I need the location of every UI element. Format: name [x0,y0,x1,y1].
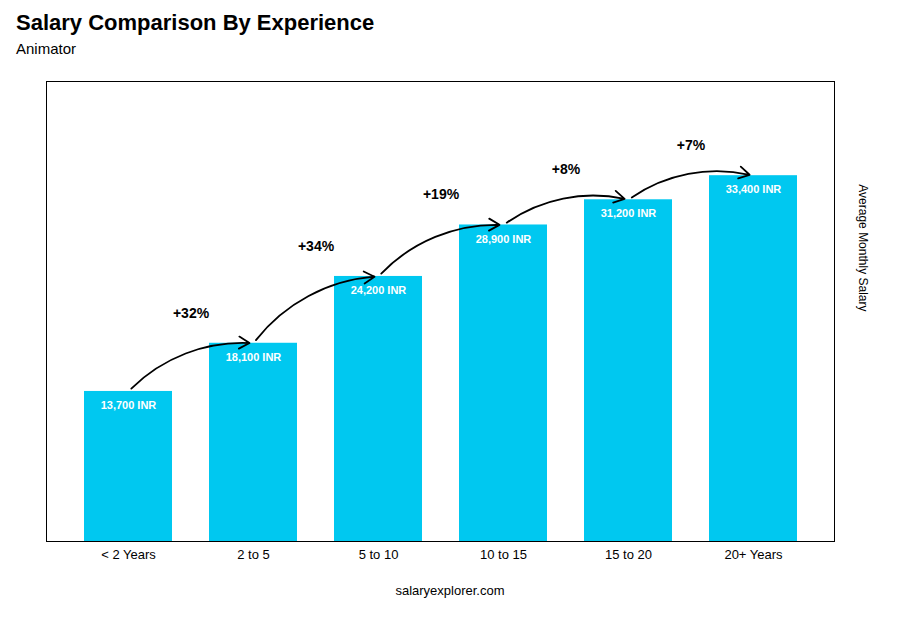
svg-text:28,900 INR: 28,900 INR [476,232,532,244]
svg-text:+19%: +19% [423,186,460,202]
svg-text:+34%: +34% [298,238,335,254]
svg-text:+7%: +7% [677,137,706,153]
svg-text:10 to 15: 10 to 15 [480,547,527,562]
svg-text:5 to 10: 5 to 10 [359,547,399,562]
svg-text:31,200 INR: 31,200 INR [601,207,657,219]
svg-text:20+ Years: 20+ Years [724,547,783,562]
svg-text:15 to 20: 15 to 20 [605,547,652,562]
svg-text:+8%: +8% [552,161,581,177]
svg-text:2 to 5: 2 to 5 [237,547,270,562]
svg-text:< 2 Years: < 2 Years [101,547,156,562]
html-text:Animator: Animator [16,40,76,57]
svg-text:18,100 INR: 18,100 INR [226,351,282,363]
svg-text:33,400 INR: 33,400 INR [726,183,782,195]
html-text:Salary Comparison By Experienc: Salary Comparison By Experience [16,10,375,35]
svg-text:24,200 INR: 24,200 INR [351,284,407,296]
svg-text:Average Monthly Salary: Average Monthly Salary [856,184,870,311]
svg-text:13,700 INR: 13,700 INR [101,399,157,411]
html-text:salaryexplorer.com: salaryexplorer.com [395,583,505,598]
svg-text:+32%: +32% [173,305,210,321]
